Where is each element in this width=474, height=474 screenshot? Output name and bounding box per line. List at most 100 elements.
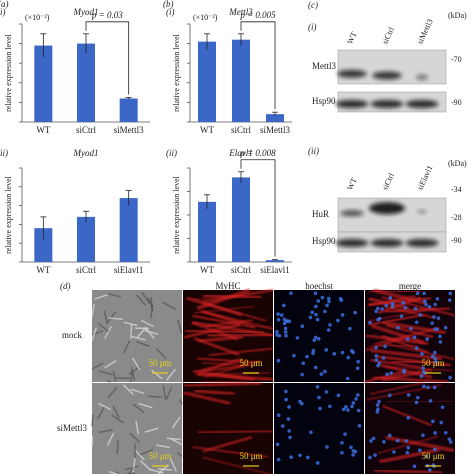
blot-band — [370, 239, 404, 247]
fiber — [385, 342, 456, 361]
bar — [198, 41, 216, 122]
nucleus — [284, 397, 288, 402]
nucleus — [374, 358, 379, 362]
p-value: p = 0.03 — [91, 10, 123, 20]
x-tick-label: WT — [36, 125, 50, 135]
fiber — [199, 310, 274, 331]
nucleus — [276, 312, 280, 316]
cell — [135, 420, 139, 435]
x-tick-label: siMettl3 — [114, 125, 145, 135]
nucleus — [283, 326, 288, 331]
nucleus — [326, 328, 331, 332]
nucleus — [376, 306, 380, 311]
cell — [130, 388, 145, 395]
bar — [266, 260, 284, 262]
nucleus — [369, 439, 373, 443]
fiber — [371, 323, 425, 345]
micrograph — [183, 383, 273, 474]
blot-band — [416, 74, 428, 81]
nucleus — [390, 301, 395, 306]
cell — [155, 348, 167, 360]
nucleus — [323, 309, 327, 314]
nucleus — [422, 384, 426, 389]
micrograph-texture — [275, 291, 360, 381]
nucleus — [311, 351, 315, 356]
x-tick-label: siMettl3 — [260, 125, 291, 135]
chart-title: Myod1 — [73, 7, 99, 17]
cell — [135, 294, 147, 306]
cell — [106, 292, 121, 298]
fiber — [381, 296, 456, 317]
cell — [155, 444, 170, 449]
nucleus — [375, 403, 380, 407]
nucleus — [288, 435, 292, 440]
cell — [170, 438, 183, 446]
bar — [34, 45, 53, 123]
fiber — [183, 381, 262, 388]
nucleus — [438, 340, 443, 344]
nucleus — [368, 455, 372, 460]
panel-label: (b) — [163, 0, 174, 9]
cell — [107, 379, 111, 383]
nucleus — [314, 304, 318, 309]
fiber — [385, 366, 453, 372]
nucleus — [443, 430, 448, 435]
nucleus — [340, 313, 345, 317]
x-tick-label: WT — [200, 265, 214, 275]
cell — [177, 319, 183, 334]
cell — [123, 472, 136, 474]
nucleus — [328, 404, 332, 409]
nucleus — [390, 304, 395, 309]
micrograph — [274, 290, 364, 382]
bar — [77, 43, 95, 122]
fiber — [378, 447, 441, 464]
nucleus — [395, 438, 400, 443]
nucleus — [332, 352, 337, 356]
blot-panel-label: (ii) — [308, 146, 319, 156]
nucleus — [311, 348, 316, 353]
chart-title: Elavl1 — [228, 148, 253, 158]
nucleus — [317, 395, 321, 400]
kda-label: (kDa) — [448, 11, 467, 20]
fiber — [369, 382, 423, 395]
nucleus — [439, 420, 444, 425]
scale-bar-label: 50 μm — [239, 358, 262, 368]
cell — [166, 437, 181, 441]
nucleus — [276, 413, 281, 418]
y-axis-label: relative expression level — [4, 175, 13, 254]
nucleus — [287, 429, 291, 433]
nucleus — [385, 372, 389, 377]
nucleus — [351, 401, 356, 405]
nucleus — [320, 295, 325, 300]
nucleus — [432, 315, 436, 319]
nucleus — [280, 424, 285, 428]
nucleus — [354, 397, 358, 401]
cell — [139, 448, 154, 456]
nucleus — [312, 338, 317, 343]
nucleus — [282, 303, 286, 308]
cell — [141, 291, 151, 305]
cell — [104, 359, 117, 369]
nucleus — [336, 318, 340, 323]
nucleus — [426, 385, 430, 390]
nucleus — [387, 433, 392, 438]
marker-label: -90 — [451, 236, 462, 245]
blot-panel-label: (i) — [308, 22, 317, 32]
fiber — [197, 429, 274, 434]
nucleus — [414, 400, 419, 405]
panel-label: (a) — [0, 0, 9, 9]
column-header: hoechst — [305, 281, 333, 291]
nucleus — [413, 306, 418, 311]
nucleus — [323, 369, 327, 374]
nucleus — [279, 313, 284, 317]
nucleus — [277, 333, 282, 338]
nucleus — [375, 410, 380, 414]
x-tick-label: siCtrl — [76, 125, 97, 135]
cell — [106, 311, 117, 324]
cell — [108, 470, 119, 474]
nucleus — [414, 346, 419, 350]
scale-bar-label: 50 μm — [421, 358, 444, 368]
micrograph-texture — [366, 382, 455, 474]
nucleus — [340, 350, 345, 355]
blot-band — [370, 100, 404, 108]
